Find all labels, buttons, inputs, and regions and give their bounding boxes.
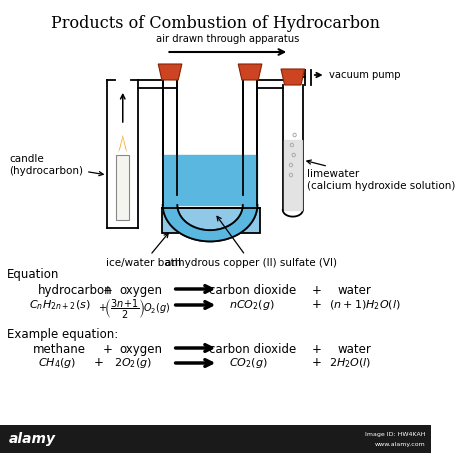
Text: methane: methane — [33, 343, 86, 356]
Polygon shape — [158, 64, 182, 80]
Polygon shape — [163, 205, 257, 241]
Text: Image ID: HW4KAH: Image ID: HW4KAH — [365, 432, 426, 437]
Text: ice/water bath: ice/water bath — [106, 233, 182, 268]
Polygon shape — [238, 64, 262, 80]
Bar — [0, 425, 431, 453]
Text: $CO_2(g)$: $CO_2(g)$ — [229, 356, 268, 370]
Text: water: water — [337, 343, 372, 356]
Text: $+\!\left(\dfrac{3n\!+\!1}{2}\right)\!O_2(g)$: $+\!\left(\dfrac{3n\!+\!1}{2}\right)\!O_… — [98, 298, 171, 321]
Text: carbon dioxide: carbon dioxide — [209, 343, 296, 356]
Text: Products of Combustion of Hydrocarbon: Products of Combustion of Hydrocarbon — [51, 15, 380, 32]
Text: limewater
(calcium hydroxide solution): limewater (calcium hydroxide solution) — [307, 160, 456, 191]
Text: www.alamy.com: www.alamy.com — [375, 442, 426, 447]
Text: $C_nH_{2n+2}(s)$: $C_nH_{2n+2}(s)$ — [29, 298, 91, 312]
Text: +: + — [102, 343, 112, 356]
Text: $nCO_2(g)$: $nCO_2(g)$ — [229, 298, 275, 312]
Text: Equation: Equation — [7, 268, 60, 281]
Bar — [162, 208, 260, 233]
Text: +: + — [311, 284, 321, 297]
Text: hydrocarbon: hydrocarbon — [38, 284, 113, 297]
Text: +: + — [93, 356, 103, 369]
Text: anhydrous copper (II) sulfate (VI): anhydrous copper (II) sulfate (VI) — [165, 217, 337, 268]
Text: candle
(hydrocarbon): candle (hydrocarbon) — [9, 154, 103, 176]
Text: +: + — [311, 298, 321, 311]
Polygon shape — [121, 137, 125, 149]
Text: carbon dioxide: carbon dioxide — [209, 284, 296, 297]
Bar — [117, 155, 129, 220]
Polygon shape — [118, 135, 128, 153]
Text: oxygen: oxygen — [119, 343, 163, 356]
Text: $2O_2(g)$: $2O_2(g)$ — [114, 356, 152, 370]
Text: $CH_4(g)$: $CH_4(g)$ — [38, 356, 76, 370]
Text: $2H_2O(l)$: $2H_2O(l)$ — [329, 356, 372, 370]
Text: air drawn through apparatus: air drawn through apparatus — [155, 34, 299, 44]
Text: +: + — [311, 343, 321, 356]
Text: water: water — [337, 284, 372, 297]
Text: $(n+1)H_2O(l)$: $(n+1)H_2O(l)$ — [329, 298, 401, 312]
Text: +: + — [311, 356, 321, 369]
Text: +: + — [102, 284, 112, 297]
Text: vacuum pump: vacuum pump — [329, 70, 401, 80]
Polygon shape — [281, 69, 305, 85]
Text: oxygen: oxygen — [119, 284, 163, 297]
Text: Example equation:: Example equation: — [7, 328, 118, 341]
Text: alamy: alamy — [9, 432, 56, 446]
